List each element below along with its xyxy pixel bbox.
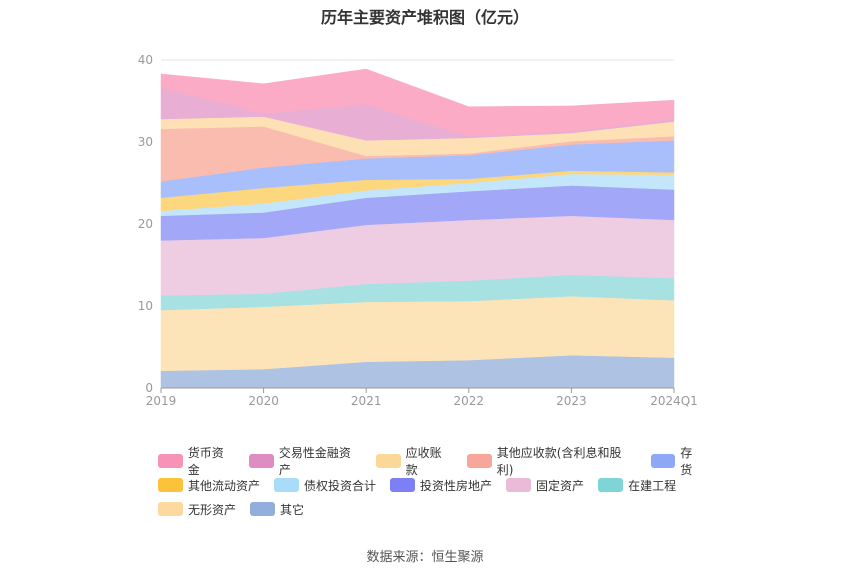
y-tick-label: 20 (138, 217, 153, 231)
legend-label: 应收账款 (405, 446, 442, 477)
legend-row: 货币资金 交易性金融资产 应收账款 其他应收款(含利息和股利) 存货 (158, 446, 718, 477)
legend-label: 存货 (680, 446, 693, 477)
legend-row: 无形资产 其它 (158, 497, 718, 521)
legend-swatch (506, 478, 532, 492)
legend-label: 债权投资合计 (304, 478, 377, 493)
legend-item[interactable]: 交易性金融资产 (249, 444, 362, 478)
area-layer (160, 68, 675, 389)
stacked-area-chart: 0 10 20 30 40 2019 2020 2021 2022 2023 2024Q1 (138, 53, 698, 408)
x-tick-label: 2019 (146, 394, 177, 408)
legend-label: 无形资产 (188, 502, 237, 517)
legend-label: 货币资金 (187, 446, 224, 477)
legend-item[interactable]: 其它 (250, 501, 304, 518)
legend-item[interactable]: 固定资产 (506, 477, 584, 494)
legend-item[interactable]: 应收账款 (375, 444, 453, 478)
legend-row: 其他流动资产 债权投资合计 投资性房地产 固定资产 在建工程 (158, 473, 718, 497)
legend-item[interactable]: 其他流动资产 (158, 477, 260, 494)
legend-item[interactable]: 在建工程 (598, 477, 676, 494)
y-tick-label: 30 (138, 135, 153, 149)
area-series-11 (160, 68, 675, 137)
legend: 货币资金 交易性金融资产 应收账款 其他应收款(含利息和股利) 存货其他流动资产 债权投资… (158, 446, 718, 521)
y-tick-label: 0 (145, 381, 153, 395)
legend-swatch (274, 478, 300, 492)
chart-title: 历年主要资产堆积图（亿元） (320, 8, 529, 27)
legend-swatch (598, 478, 624, 492)
legend-item[interactable]: 货币资金 (158, 444, 235, 478)
legend-swatch (390, 478, 416, 492)
legend-item[interactable]: 债权投资合计 (274, 477, 376, 494)
legend-swatch (650, 454, 676, 468)
data-source-note: 数据来源：恒生聚源 (366, 550, 484, 565)
legend-swatch (158, 454, 183, 468)
legend-label: 其他流动资产 (188, 478, 261, 493)
legend-swatch (249, 454, 274, 468)
x-tick-label: 2021 (351, 394, 382, 408)
axis-layer: 0 10 20 30 40 2019 2020 2021 2022 2023 2024Q1 (138, 53, 698, 408)
x-tick-label: 2023 (556, 394, 587, 408)
legend-swatch (467, 454, 492, 468)
legend-item[interactable]: 无形资产 (158, 501, 236, 518)
legend-swatch (250, 502, 276, 516)
legend-swatch (375, 454, 401, 468)
x-tick-label: 2024Q1 (650, 394, 698, 408)
legend-swatch (158, 502, 183, 516)
legend-item[interactable]: 存货 (650, 444, 704, 478)
legend-label: 固定资产 (536, 478, 585, 493)
x-tick-label: 2020 (248, 394, 279, 408)
legend-swatch (158, 478, 183, 492)
y-tick-label: 40 (138, 53, 153, 67)
legend-label: 投资性房地产 (420, 478, 493, 493)
legend-label: 在建工程 (628, 478, 677, 493)
legend-label: 其它 (280, 502, 305, 517)
legend-item[interactable]: 投资性房地产 (390, 477, 492, 494)
legend-label: 交易性金融资产 (278, 446, 351, 477)
y-tick-label: 10 (138, 299, 153, 313)
legend-label: 其他应收款(含利息和股利) (496, 446, 622, 477)
legend-item[interactable]: 其他应收款(含利息和股利) (467, 444, 637, 478)
x-tick-label: 2022 (454, 394, 485, 408)
